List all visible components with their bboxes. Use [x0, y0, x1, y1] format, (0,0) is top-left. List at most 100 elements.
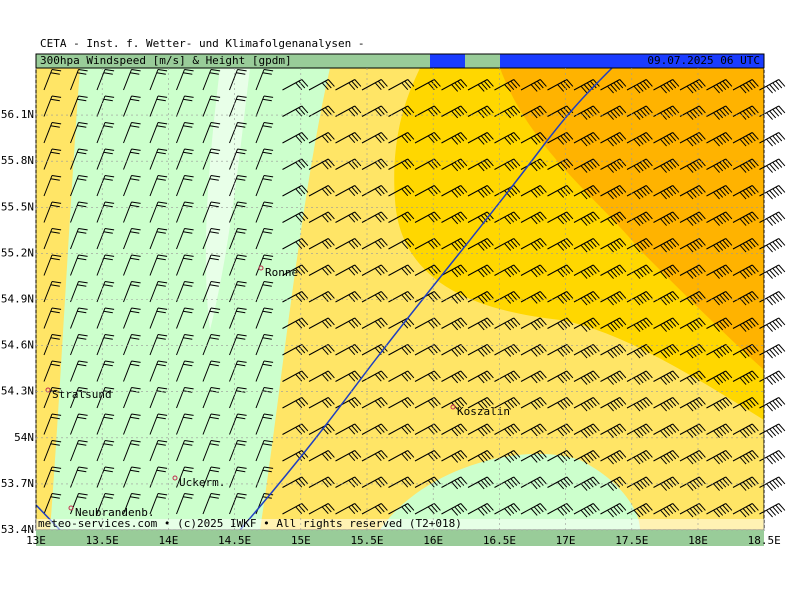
wind-barb: [43, 95, 62, 117]
wind-barb: [547, 503, 574, 516]
wind-barb: [255, 334, 274, 356]
wind-barb: [43, 387, 62, 409]
wind-barb: [388, 397, 415, 409]
wind-barb: [43, 69, 62, 91]
x-axis-label: 14.5E: [218, 534, 251, 547]
wind-barb: [255, 440, 274, 462]
wind-barb: [149, 493, 168, 515]
wind-barb: [626, 211, 653, 226]
wind-barb: [202, 360, 221, 382]
wind-barb: [335, 185, 362, 197]
wind-barb: [335, 370, 362, 382]
wind-barb: [96, 254, 115, 276]
wind-barb: [70, 201, 88, 223]
wind-barb: [361, 185, 388, 197]
wind-barb: [388, 423, 415, 435]
wind-barb: [282, 370, 309, 382]
title: CETA - Inst. f. Wetter- und Klimafolgena…: [40, 37, 365, 50]
wind-barb: [282, 476, 309, 488]
wind-barbs: [43, 69, 786, 518]
wind-barb: [176, 201, 194, 223]
wind-barb: [520, 397, 547, 410]
wind-barb: [149, 413, 168, 435]
wind-barb: [679, 503, 706, 518]
wind-barb: [229, 413, 247, 435]
field-green-core: [100, 68, 300, 530]
city-label: Ronne: [265, 266, 298, 279]
wind-barb: [759, 291, 786, 306]
wind-barb: [361, 476, 388, 488]
wind-barb: [70, 334, 88, 356]
wind-barb: [626, 291, 653, 306]
wind-barb: [308, 185, 335, 197]
wind-barb: [255, 175, 274, 197]
wind-barb: [229, 493, 247, 515]
wind-barb: [547, 105, 574, 119]
y-axis-label: 56.1N: [1, 108, 34, 121]
wind-barb: [573, 211, 600, 226]
wind-barb: [229, 254, 247, 276]
x-axis-label: 13.5E: [86, 534, 119, 547]
wind-barb: [308, 79, 335, 91]
x-axis-label: 15.5E: [350, 534, 383, 547]
wind-barb: [706, 158, 733, 173]
wind-barb: [679, 344, 706, 359]
wind-barb: [43, 334, 62, 356]
wind-barb: [573, 158, 600, 173]
wind-barb: [123, 201, 141, 223]
wind-barb: [123, 69, 141, 91]
wind-barb: [732, 450, 759, 465]
wind-barb: [388, 264, 415, 276]
wind-barb: [547, 264, 574, 278]
wind-barb: [43, 466, 62, 488]
wind-barb: [361, 79, 388, 91]
wind-barb: [282, 158, 309, 170]
wind-barb: [335, 423, 362, 435]
wind-barb: [414, 450, 441, 462]
wind-barb: [679, 264, 706, 279]
wind-barb: [282, 344, 309, 356]
wind-barb: [149, 360, 168, 382]
wind-barb: [706, 291, 733, 306]
wind-barb: [43, 281, 62, 303]
wind-barb: [149, 307, 168, 329]
wind-barb: [441, 397, 468, 410]
wind-barb: [308, 370, 335, 382]
wind-barb: [202, 334, 221, 356]
wind-barb: [414, 397, 441, 409]
valid-time: 09.07.2025 06 UTC: [647, 54, 760, 67]
wind-barb: [70, 254, 88, 276]
wind-barb: [732, 476, 759, 491]
wind-barb: [361, 291, 388, 303]
wind-barb: [626, 132, 653, 147]
wind-barb: [467, 132, 494, 145]
wind-barb: [388, 79, 415, 91]
wind-barb: [335, 132, 362, 144]
wind-barb: [123, 175, 141, 197]
wind-barb: [176, 493, 194, 515]
wind-barb: [255, 254, 274, 276]
wind-barb: [441, 503, 468, 516]
wind-barb: [202, 148, 221, 170]
wind-barb: [335, 476, 362, 488]
wind-barb: [229, 95, 247, 117]
wind-barb: [149, 69, 168, 91]
wind-barb: [441, 423, 468, 437]
wind-barb: [706, 344, 733, 359]
wind-barb: [96, 148, 115, 170]
wind-barb: [679, 132, 706, 147]
wind-barb: [600, 105, 627, 120]
wind-barb: [626, 397, 653, 412]
wind-barb: [414, 132, 441, 144]
wind-barb: [467, 158, 494, 172]
wind-barb: [653, 450, 680, 465]
wind-barb: [176, 254, 194, 276]
wind-barb: [43, 122, 62, 144]
wind-barb: [573, 344, 600, 359]
wind-barb: [759, 158, 786, 173]
wind-barb: [520, 450, 547, 463]
wind-barb: [361, 450, 388, 462]
wind-barb: [255, 281, 274, 303]
wind-barb: [759, 423, 786, 438]
wind-barb: [335, 317, 362, 329]
